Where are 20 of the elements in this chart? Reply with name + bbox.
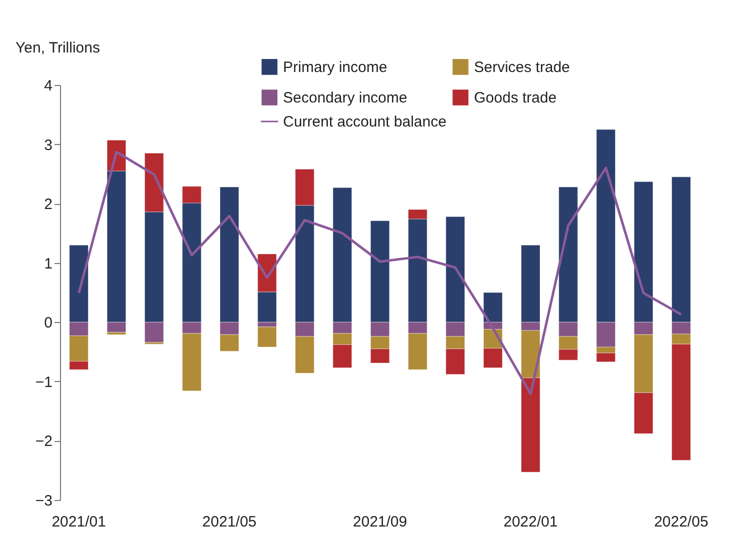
legend-label: Current account balance — [283, 114, 446, 130]
legend-label: Services trade — [474, 58, 570, 76]
y-tick-label: 4 — [44, 78, 52, 94]
legend-label: Goods trade — [474, 90, 557, 106]
y-tick-label: 3 — [44, 136, 52, 154]
y-tick-label: −3 — [35, 492, 52, 510]
y-tick-label: 1 — [44, 255, 52, 272]
y-tick-label: 0 — [44, 314, 52, 332]
x-tick-label: 2021/05 — [202, 514, 257, 530]
y-tick-label: 2 — [44, 196, 52, 214]
y-axis-title: Yen, Trillions — [16, 40, 100, 56]
legend-label: Primary income — [283, 58, 388, 76]
legend-label: Secondary income — [283, 90, 408, 106]
x-tick-label: 2021/09 — [352, 514, 408, 530]
x-tick-label: 2021/01 — [52, 514, 106, 530]
x-tick-label: 2022/05 — [654, 514, 708, 530]
y-tick-label: −2 — [35, 433, 52, 450]
line-series — [78, 150, 682, 396]
x-tick-label: 2022/01 — [503, 514, 558, 530]
y-tick-label: −1 — [35, 374, 52, 391]
